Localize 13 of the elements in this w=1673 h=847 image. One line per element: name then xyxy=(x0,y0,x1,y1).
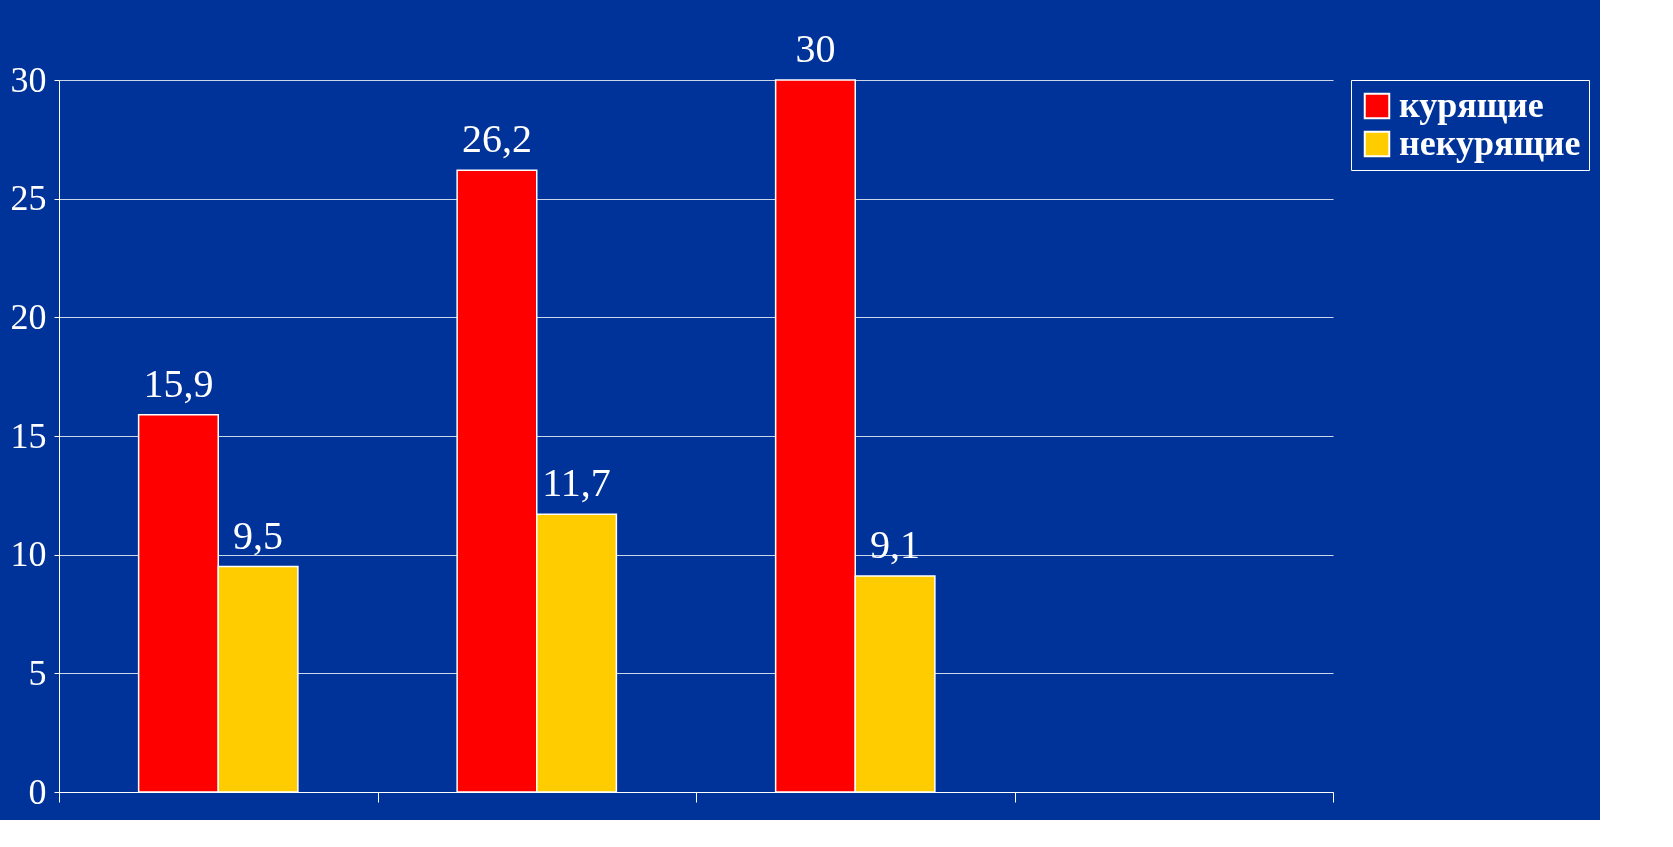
data-label: 15,9 xyxy=(143,360,214,406)
y-tick-label: 20 xyxy=(10,296,47,337)
y-tick-label: 0 xyxy=(28,771,47,812)
data-label: 26,2 xyxy=(461,116,532,162)
y-tick-label: 10 xyxy=(10,534,47,575)
data-label: 9,5 xyxy=(233,512,284,558)
y-tick-label: 25 xyxy=(10,178,47,219)
data-label: 30 xyxy=(795,26,836,71)
y-tick-label: 30 xyxy=(10,59,47,100)
data-label: 11,7 xyxy=(542,460,611,506)
y-tick-label: 5 xyxy=(28,652,47,693)
y-tick-label: 15 xyxy=(10,415,47,456)
legend-label: курящие xyxy=(1399,85,1544,125)
